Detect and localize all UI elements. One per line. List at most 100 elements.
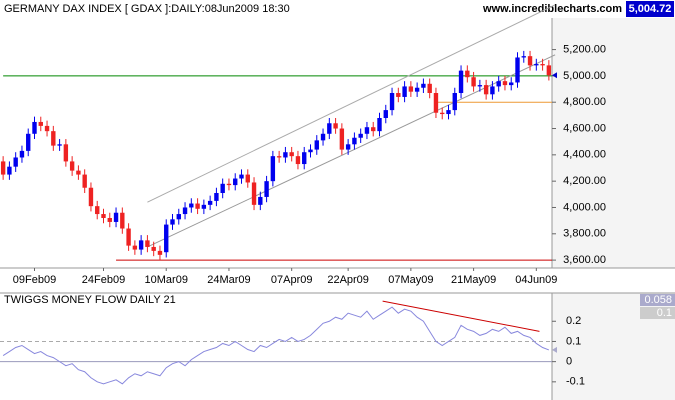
- candle-body: [195, 203, 200, 209]
- candle-body: [289, 152, 294, 157]
- y-tick-label: -0.1: [566, 376, 585, 388]
- candle-body: [383, 110, 388, 118]
- candle-body: [515, 57, 520, 83]
- candle-body: [333, 123, 338, 129]
- candle-body: [226, 183, 232, 186]
- trend-line: [382, 300, 540, 332]
- candle-body: [126, 228, 131, 246]
- candle-body: [19, 150, 25, 158]
- candle-body: [509, 82, 514, 86]
- candle-body: [440, 112, 445, 115]
- candle-body: [421, 83, 426, 88]
- candle-body: [308, 149, 313, 153]
- x-tick-label: 07May09: [388, 274, 433, 286]
- candle-body: [427, 83, 432, 93]
- candle-body: [107, 218, 112, 222]
- candle-body: [26, 133, 31, 151]
- candle-body: [276, 156, 282, 158]
- candle-body: [138, 240, 144, 250]
- candle-body: [76, 170, 81, 175]
- candle-body: [521, 56, 526, 58]
- chart-title: GERMANY DAX INDEX [ GDAX ]:DAILY:08Jun20…: [4, 3, 290, 15]
- candle-body: [57, 144, 62, 146]
- candle-body: [145, 240, 150, 247]
- candle-body: [320, 133, 326, 141]
- candle-body: [13, 157, 18, 167]
- y-tick-label: 4,600.00: [563, 122, 606, 134]
- candle-body: [51, 131, 56, 146]
- candle-body: [327, 123, 332, 134]
- candle-body: [264, 181, 269, 197]
- candle-body: [239, 174, 244, 179]
- candle-body: [101, 214, 106, 218]
- candle-body: [458, 70, 464, 93]
- candle-body: [7, 166, 12, 175]
- candle-body: [270, 156, 276, 182]
- candle-body: [408, 86, 414, 92]
- candle-body: [63, 144, 69, 162]
- candle-body: [339, 128, 345, 150]
- y-tick-label: 0.1: [566, 335, 581, 347]
- candle-body: [302, 152, 307, 165]
- candle-body: [69, 161, 75, 171]
- candle-body: [490, 86, 495, 95]
- candle-body: [358, 133, 363, 138]
- candle-body: [258, 196, 263, 205]
- trend-line: [147, 4, 556, 203]
- candle-body: [483, 85, 489, 95]
- candle-body: [396, 93, 401, 97]
- candle-body: [233, 178, 238, 186]
- price-axis-panel: [552, 18, 675, 268]
- candle-body: [465, 70, 470, 78]
- y-tick-label: 0: [566, 356, 572, 368]
- candle-body: [207, 200, 213, 205]
- candle-body: [446, 110, 451, 115]
- candle-body: [88, 187, 94, 207]
- candle-body: [502, 81, 508, 86]
- candle-body: [546, 65, 552, 76]
- last-value-box: [640, 294, 675, 306]
- candle-body: [157, 250, 163, 255]
- candle-body: [345, 144, 351, 150]
- x-tick-label: 10Mar09: [145, 274, 188, 286]
- last-price-label: 5,004.72: [629, 3, 672, 15]
- candle-body: [201, 204, 207, 209]
- candle-body: [220, 183, 225, 193]
- candle-body: [402, 86, 407, 97]
- candle-body: [120, 212, 125, 229]
- candle-body: [414, 87, 420, 92]
- candle-body: [245, 174, 250, 183]
- y-tick-label: 3,800.00: [563, 228, 606, 240]
- site-label: www.incrediblecharts.com: [482, 3, 622, 15]
- candle-body: [95, 206, 100, 215]
- last-price-marker: [552, 72, 557, 79]
- candle-body: [534, 64, 539, 66]
- signal-level-label: 0.1: [657, 307, 672, 319]
- last-price-box: [626, 1, 674, 17]
- candle-body: [452, 93, 457, 111]
- candle-body: [164, 224, 169, 253]
- candle-body: [433, 93, 439, 113]
- y-tick-label: 5,200.00: [563, 43, 606, 55]
- candle-body: [283, 152, 288, 158]
- candle-body: [251, 182, 257, 205]
- candle-body: [32, 121, 37, 134]
- x-tick-label: 07Apr09: [271, 274, 313, 286]
- x-tick-label: 09Feb09: [13, 274, 56, 286]
- candle-body: [176, 214, 181, 220]
- x-tick-label: 04Jun09: [515, 274, 557, 286]
- candle-body: [364, 127, 370, 134]
- x-tick-label: 24Mar09: [207, 274, 250, 286]
- candle-body: [352, 137, 357, 145]
- candle-body: [113, 212, 119, 222]
- candle-body: [389, 93, 395, 111]
- last-value-label: 0.058: [644, 294, 672, 306]
- candle-body: [314, 140, 319, 150]
- candle-body: [496, 81, 501, 87]
- candle-body: [170, 219, 175, 225]
- x-tick-label: 24Feb09: [82, 274, 125, 286]
- last-value-marker: [552, 346, 557, 353]
- candle-body: [527, 56, 533, 66]
- candle-body: [82, 174, 87, 188]
